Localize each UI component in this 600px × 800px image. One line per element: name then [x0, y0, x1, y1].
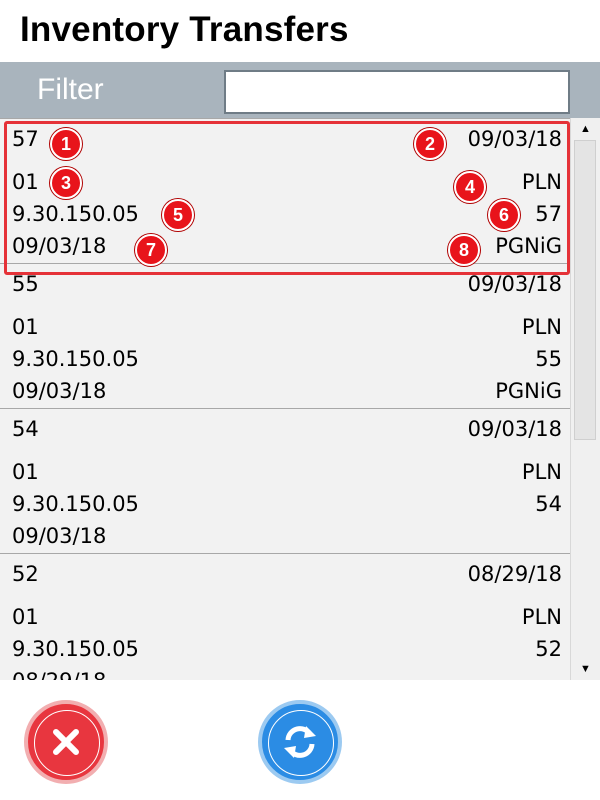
list-item[interactable]: 55 09/03/18 01 PLN 9.30.150.05 55 09/03/…: [0, 263, 570, 408]
record-row-doc: 08/29/18: [12, 666, 562, 680]
annotation-badge: 4: [454, 171, 486, 203]
record-number: 52: [535, 637, 562, 661]
record-code: 01: [12, 315, 39, 339]
record-currency: PLN: [521, 460, 562, 484]
record-row-code: 01 PLN: [12, 167, 562, 197]
annotation-badge: 7: [135, 234, 167, 266]
cancel-button[interactable]: [24, 700, 108, 784]
bottom-toolbar: [0, 680, 600, 800]
record-code: 01: [12, 460, 39, 484]
record-doc-date: 09/03/18: [12, 524, 107, 548]
scroll-up-arrow-icon[interactable]: ▲: [580, 123, 591, 135]
filter-input[interactable]: [224, 70, 570, 114]
record-company: PGNiG: [495, 234, 562, 258]
record-number: 57: [535, 202, 562, 226]
record-row-header: 55 09/03/18: [12, 269, 562, 299]
record-code: 01: [12, 605, 39, 629]
filter-label: Filter: [37, 73, 104, 106]
record-date: 09/03/18: [467, 272, 562, 296]
record-row-code: 01 PLN: [12, 312, 562, 342]
record-version: 9.30.150.05: [12, 347, 139, 371]
record-row-version: 9.30.150.05 54: [12, 489, 562, 519]
record-doc-date: 09/03/18: [12, 379, 107, 403]
list-item[interactable]: 54 09/03/18 01 PLN 9.30.150.05 54 09/03/…: [0, 408, 570, 553]
record-currency: PLN: [521, 170, 562, 194]
record-row-header: 57 09/03/18: [12, 124, 562, 154]
record-currency: PLN: [521, 605, 562, 629]
record-row-header: 54 09/03/18: [12, 414, 562, 444]
vertical-scrollbar[interactable]: ▲ ▼: [570, 118, 600, 680]
record-number: 54: [535, 492, 562, 516]
record-date: 09/03/18: [467, 127, 562, 151]
transfer-list[interactable]: 57 09/03/18 01 PLN 9.30.150.05 57 09/03/…: [0, 118, 570, 680]
record-currency: PLN: [521, 315, 562, 339]
record-doc-date: 08/29/18: [12, 666, 106, 680]
scroll-down-arrow-icon[interactable]: ▼: [580, 663, 591, 675]
title-bar: Inventory Transfers: [0, 0, 600, 62]
record-row-code: 01 PLN: [12, 457, 562, 487]
record-date: 09/03/18: [467, 417, 562, 441]
filter-bar: Filter: [0, 62, 600, 118]
scrollbar-thumb[interactable]: [574, 140, 596, 440]
record-version: 9.30.150.05: [12, 492, 139, 516]
record-row-header: 52 08/29/18: [12, 559, 562, 589]
record-code: 01: [12, 170, 39, 194]
record-row-doc: 09/03/18: [12, 521, 562, 551]
annotation-badge: 1: [50, 128, 82, 160]
list-item[interactable]: 52 08/29/18 01 PLN 9.30.150.05 52 08/29/…: [0, 553, 570, 680]
record-row-doc: 09/03/18 PGNiG: [12, 376, 562, 406]
annotation-badge: 2: [414, 128, 446, 160]
record-row-code: 01 PLN: [12, 602, 562, 632]
close-icon: [53, 729, 79, 755]
record-row-version: 9.30.150.05 57: [12, 199, 562, 229]
record-id: 52: [12, 562, 39, 586]
record-number: 55: [535, 347, 562, 371]
record-row-version: 9.30.150.05 52: [12, 634, 562, 664]
record-id: 57: [12, 127, 39, 151]
refresh-icon: [284, 726, 316, 758]
annotation-badge: 3: [50, 167, 82, 199]
record-id: 55: [12, 272, 39, 296]
refresh-button[interactable]: [258, 700, 342, 784]
annotation-badge: 5: [162, 199, 194, 231]
record-doc-date: 09/03/18: [12, 234, 107, 258]
record-version: 9.30.150.05: [12, 637, 139, 661]
record-row-version: 9.30.150.05 55: [12, 344, 562, 374]
record-version: 9.30.150.05: [12, 202, 139, 226]
annotation-badge: 6: [488, 199, 520, 231]
page-title: Inventory Transfers: [20, 10, 349, 49]
record-row-doc: 09/03/18 PGNiG: [12, 231, 562, 261]
record-company: PGNiG: [495, 379, 562, 403]
record-date: 08/29/18: [467, 562, 562, 586]
annotation-badge: 8: [448, 234, 480, 266]
record-id: 54: [12, 417, 39, 441]
